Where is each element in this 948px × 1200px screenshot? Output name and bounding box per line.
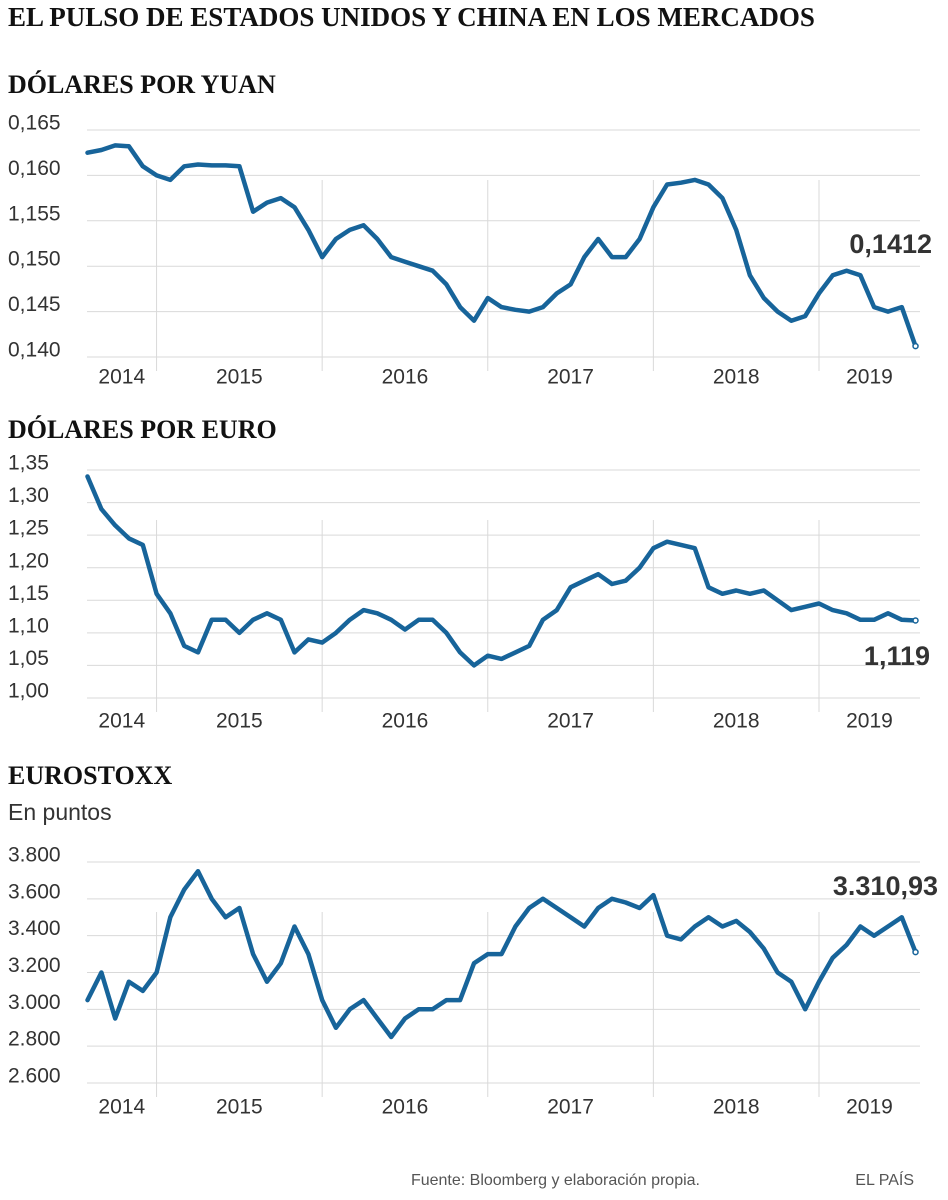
source: Fuente: Bloomberg y elaboración propia. <box>411 1172 700 1189</box>
x-tick-label: 2018 <box>713 710 760 733</box>
y-tick-label: 2.800 <box>8 1028 61 1051</box>
y-tick-label: 3.200 <box>8 954 61 977</box>
brand: EL PAÍS <box>855 1170 914 1189</box>
y-tick-label: 1,20 <box>8 549 49 572</box>
x-tick-label: 2018 <box>713 366 760 389</box>
x-tick-label: 2018 <box>713 1096 760 1119</box>
y-tick-label: 0,145 <box>8 293 61 316</box>
y-tick-label: 0,150 <box>8 248 61 271</box>
chart-subtitle: En puntos <box>8 799 112 825</box>
x-tick-label: 2015 <box>216 1096 263 1119</box>
y-tick-label: 1,35 <box>8 452 49 475</box>
y-tick-label: 3.800 <box>8 844 61 867</box>
y-tick-label: 3.600 <box>8 880 61 903</box>
x-tick-label: 2017 <box>547 710 594 733</box>
chart-title: DÓLARES POR EURO <box>8 415 277 444</box>
data-line <box>85 868 918 1040</box>
x-tick-label: 2016 <box>382 1096 429 1119</box>
y-tick-label: 1,30 <box>8 484 49 507</box>
end-label: 0,1412 <box>849 229 932 259</box>
x-tick-label: 2015 <box>216 710 263 733</box>
y-tick-label: 1,10 <box>8 614 49 637</box>
y-tick-label: 3.400 <box>8 917 61 940</box>
y-tick-label: 0,160 <box>8 157 61 180</box>
end-label: 3.310,93 <box>833 871 938 901</box>
x-tick-label: 2016 <box>382 366 429 389</box>
data-line <box>85 474 918 668</box>
x-tick-label: 2014 <box>98 710 145 733</box>
y-tick-label: 1,25 <box>8 517 49 540</box>
end-point <box>912 617 919 624</box>
end-label: 1,119 <box>864 641 930 671</box>
x-tick-label: 2014 <box>98 1096 145 1119</box>
data-line <box>85 143 918 349</box>
y-tick-label: 1,15 <box>8 582 49 605</box>
x-tick-label: 2019 <box>846 366 893 389</box>
page-title: EL PULSO DE ESTADOS UNIDOS Y CHINA EN LO… <box>8 2 815 32</box>
x-tick-label: 2017 <box>547 366 594 389</box>
x-tick-label: 2015 <box>216 366 263 389</box>
x-tick-label: 2014 <box>98 366 145 389</box>
end-point <box>912 342 919 350</box>
chart-title: EUROSTOXX <box>8 761 172 790</box>
end-point <box>912 948 919 956</box>
y-tick-label: 1,00 <box>8 680 49 703</box>
y-tick-label: 3.000 <box>8 991 61 1014</box>
y-tick-label: 1,05 <box>8 647 49 670</box>
y-tick-label: 1,155 <box>8 202 61 225</box>
chart-title: DÓLARES POR YUAN <box>8 70 276 99</box>
x-tick-label: 2019 <box>846 1096 893 1119</box>
y-tick-label: 2.600 <box>8 1065 61 1088</box>
x-tick-label: 2017 <box>547 1096 594 1119</box>
y-tick-label: 0,165 <box>8 112 61 135</box>
x-tick-label: 2019 <box>846 710 893 733</box>
x-tick-label: 2016 <box>382 710 429 733</box>
y-tick-label: 0,140 <box>8 339 61 362</box>
